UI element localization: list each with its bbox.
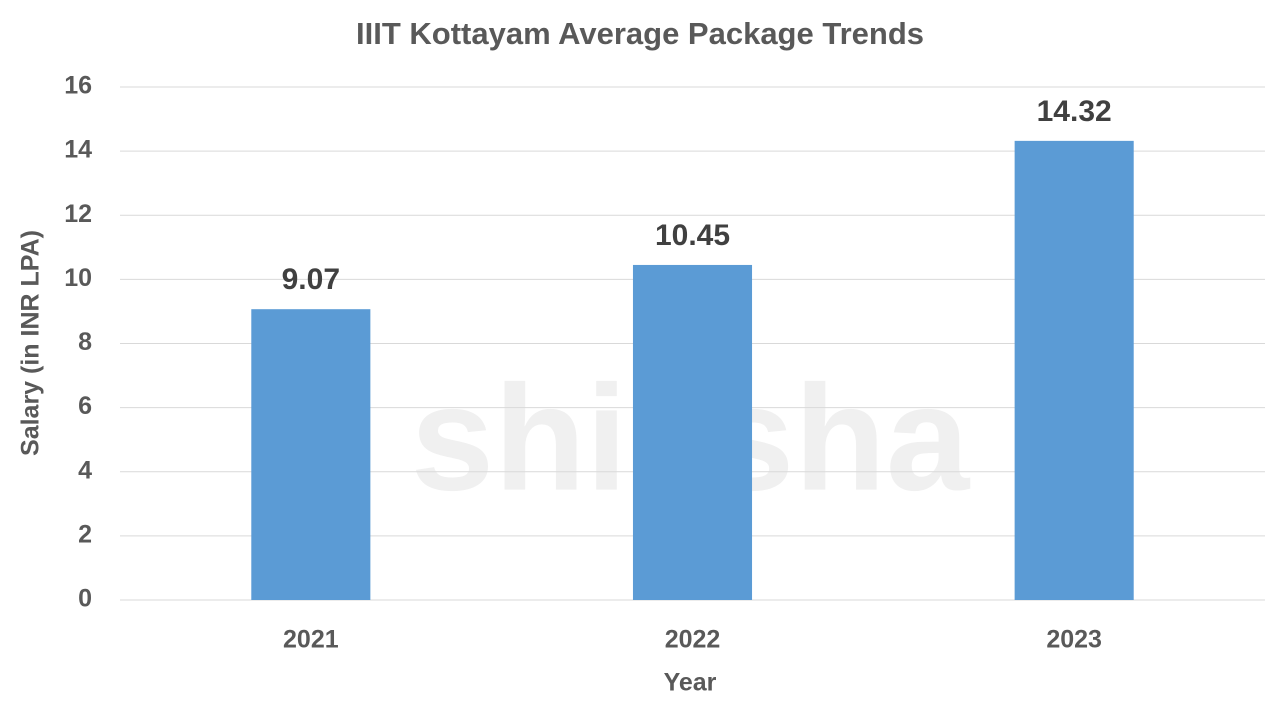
- x-tick-label: 2022: [665, 626, 721, 654]
- data-label: 10.45: [655, 219, 730, 252]
- x-tick-label: 2023: [1046, 626, 1102, 654]
- y-tick-label: 6: [78, 392, 92, 420]
- y-axis-title: Salary (in INR LPA): [17, 230, 45, 456]
- y-tick-label: 2: [78, 520, 92, 548]
- y-tick-label: 10: [64, 264, 92, 292]
- y-tick-label: 12: [64, 200, 92, 228]
- y-tick-label: 0: [78, 585, 92, 613]
- bar: [632, 264, 753, 600]
- bar: [251, 309, 371, 600]
- chart-title: IIIT Kottayam Average Package Trends: [356, 16, 924, 51]
- y-tick-label: 16: [64, 72, 92, 100]
- x-axis-title: Year: [664, 669, 717, 697]
- x-tick-label: 2021: [283, 626, 339, 654]
- y-tick-label: 14: [64, 136, 92, 164]
- data-label: 9.07: [282, 263, 340, 296]
- y-tick-label: 8: [78, 328, 92, 356]
- data-label: 14.32: [1037, 95, 1112, 128]
- bar: [1014, 140, 1134, 601]
- y-tick-label: 4: [78, 456, 92, 484]
